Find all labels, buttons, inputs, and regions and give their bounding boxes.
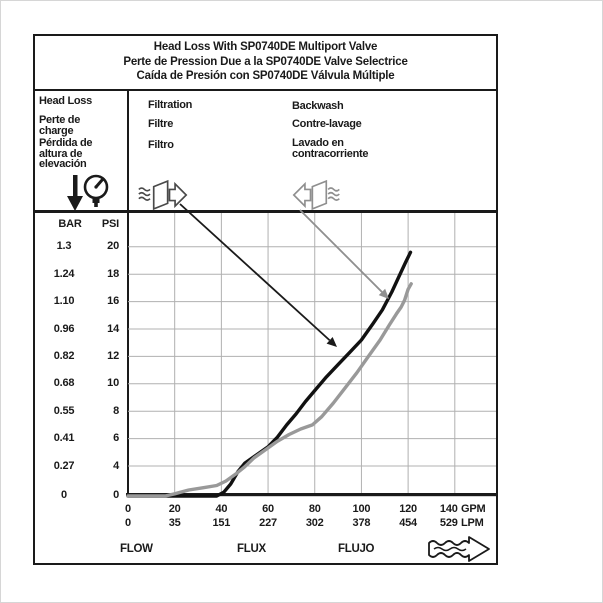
y-tick-psi: 14	[107, 322, 119, 335]
head-loss-label-es: Pérdida de altura de elevación	[39, 137, 93, 170]
x-tick-lpm: 151	[212, 517, 231, 529]
x-tick-lpm: 378	[352, 517, 371, 529]
y-tick-bar: 0.68	[53, 377, 75, 390]
x-tick-gpm: 80	[308, 503, 321, 515]
x-tick-gpm: 20	[168, 503, 181, 515]
head-loss-label: Head Loss	[39, 95, 92, 107]
legend-backwash-en: Backwash	[292, 100, 344, 112]
y-tick-bar: 1.10	[53, 295, 75, 308]
lpm-unit-label: LPM	[461, 517, 484, 529]
legend-filtration-en: Filtration	[148, 99, 193, 111]
x-tick-lpm: 302	[305, 517, 324, 529]
y-tick-psi: 4	[113, 459, 119, 472]
lavado-line2: contracorriente	[292, 147, 369, 160]
x-tick-gpm: 40	[215, 503, 228, 515]
y-tick-bar: 0.55	[53, 404, 75, 417]
legend-backwash-es: Lavado en contracorriente	[292, 137, 369, 160]
head-loss-label-fr: Perte de charge	[39, 115, 80, 136]
figure: Head Loss With SP0740DE Multiport Valve …	[33, 34, 498, 565]
x-tick-gpm: 0	[125, 503, 131, 515]
y-tick-bar: 0.96	[53, 322, 75, 335]
x-tick-lpm: 0	[125, 517, 131, 529]
flow-label: FLOW	[120, 543, 153, 555]
y-tick-psi: 16	[107, 295, 119, 308]
legend-filtration-es: Filtro	[148, 139, 174, 151]
lavado-line1: Lavado en	[292, 137, 344, 149]
x-tick-gpm: 60	[262, 503, 274, 515]
y-tick-bar: 1.24	[53, 267, 75, 280]
perte-line1: Perte de	[39, 114, 81, 126]
y-tick-psi: 6	[113, 432, 119, 445]
x-tick-lpm: 35	[168, 517, 181, 529]
perdida-line2: altura de	[39, 147, 83, 160]
filter-flow-right-icon	[138, 179, 188, 211]
y-tick-bar: 0	[61, 489, 67, 501]
y-tick-psi: 20	[107, 240, 119, 253]
x-tick-gpm: 100	[352, 503, 371, 515]
x-tick-lpm: 529	[439, 517, 458, 529]
down-arrow-icon	[67, 175, 83, 211]
x-tick-gpm: 140	[439, 503, 458, 515]
y-tick-bar: 0.27	[53, 459, 75, 472]
y-tick-psi: 8	[113, 404, 119, 417]
chart-title: Head Loss With SP0740DE Multiport Valve …	[33, 40, 498, 84]
title-line-en: Head Loss With SP0740DE Multiport Valve	[153, 41, 378, 53]
title-line-es: Caída de Presión con SP0740DE Válvula Mú…	[136, 70, 395, 82]
y-tick-bar: 1.3	[56, 240, 72, 253]
perte-line2: charge	[39, 124, 74, 137]
wavy-flow-arrow-icon	[428, 536, 490, 562]
pressure-gauge-icon	[83, 174, 109, 207]
bar-header: BAR	[58, 218, 82, 230]
flujo-label: FLUJO	[338, 543, 375, 555]
title-separator	[33, 89, 498, 91]
psi-header: PSI	[101, 218, 119, 230]
gpm-unit-label: GPM	[461, 503, 486, 515]
legend-filtration-fr: Filtre	[148, 118, 174, 130]
y-tick-psi: 10	[107, 377, 119, 390]
perdida-line3: elevación	[39, 158, 87, 170]
y-tick-psi: 18	[107, 267, 119, 280]
y-tick-bar: 0.41	[53, 432, 75, 445]
title-line-fr: Perte de Pression Due a la SP0740DE Valv…	[123, 55, 408, 68]
perdida-line1: Pérdida de	[39, 137, 93, 149]
flux-label: FLUX	[237, 543, 266, 555]
x-tick-lpm: 227	[259, 517, 277, 529]
figure-border	[33, 34, 498, 565]
y-tick-bar: 0.82	[53, 349, 75, 362]
y-tick-psi: 0	[113, 489, 119, 501]
x-tick-lpm: 454	[399, 517, 417, 529]
legend-backwash-fr: Contre-lavage	[292, 118, 362, 130]
x-tick-gpm: 120	[399, 503, 417, 515]
y-tick-psi: 12	[107, 349, 119, 362]
